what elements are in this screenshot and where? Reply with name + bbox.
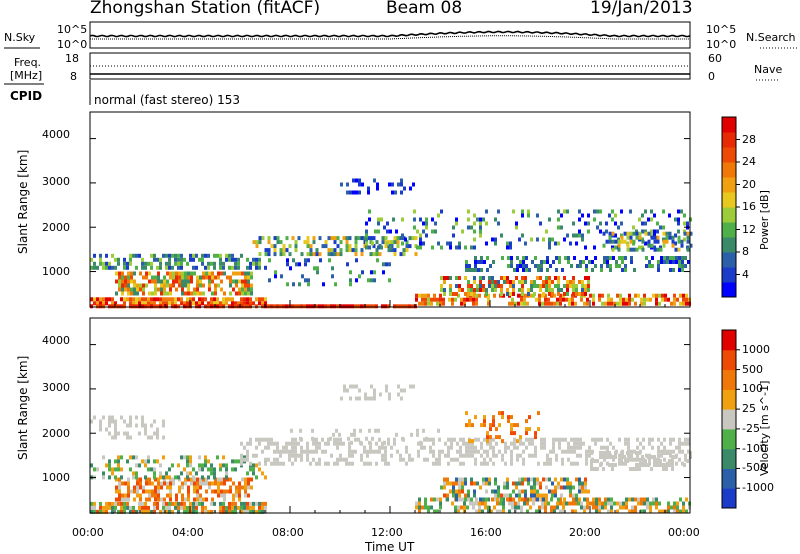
power-colorbar-tick-label-1: 8 [742, 245, 749, 258]
power-colorbar-swatch-5 [722, 207, 736, 223]
velocity-colorbar-swatch-1 [722, 468, 736, 489]
nsky-line [89, 30, 691, 38]
freq-tick-top: 18 [65, 52, 79, 65]
nave-label: Nave [754, 63, 783, 76]
xtick-2: 08:00 [272, 526, 304, 539]
power-colorbar-swatch-3 [722, 237, 736, 253]
power-ytick-3000: 3000 [42, 175, 70, 188]
power-colorbar-swatch-6 [722, 192, 736, 208]
velocity-colorbar-tick-label-4: -25 [742, 421, 760, 435]
velocity-colorbar-swatch-8 [722, 330, 736, 351]
velocity-panel-background [90, 318, 690, 513]
xtick-4: 16:00 [470, 526, 502, 539]
velocity-colorbar-tick-label-3: 25 [742, 402, 756, 416]
station-title: Zhongshan Station (fitACF) [90, 0, 321, 18]
velocity-ytick-2000: 2000 [42, 427, 70, 440]
velocity-colorbar-tick-label-5: -100 [742, 441, 767, 455]
xtick-5: 20:00 [569, 526, 601, 539]
velocity-ytick-3000: 3000 [42, 381, 70, 394]
velocity-colorbar-tick-label-2: 100 [742, 382, 763, 396]
beam-label: Beam 08 [386, 0, 463, 18]
power-colorbar-swatch-0 [722, 282, 736, 298]
velocity-colorbar-tick-label-7: -1000 [742, 481, 774, 495]
power-colorbar-swatch-2 [722, 252, 736, 268]
power-colorbar-tick-label-0: 4 [742, 267, 749, 281]
xlabel: Time UT [365, 540, 415, 554]
nave-tick-bottom: 0 [708, 70, 715, 83]
velocity-colorbar-swatch-7 [722, 349, 736, 371]
power-ytick-4000: 4000 [42, 128, 70, 141]
nsky-tick-bottom: 10^0 [57, 38, 88, 51]
velocity-colorbar-tick-label-1: 500 [742, 362, 763, 376]
velocity-colorbar-frame [721, 329, 737, 509]
nsearch-tick-bottom: 10^0 [706, 38, 737, 51]
nsky-label: N.Sky [4, 31, 36, 44]
xtick-1: 04:00 [172, 526, 204, 539]
freq-label-1: Freq. [14, 56, 42, 69]
power-colorbar-swatch-4 [722, 222, 736, 238]
velocity-colorbar-tick-label-0: 1000 [742, 342, 770, 356]
velocity-colorbar-tick-label-6: -500 [742, 461, 767, 475]
velocity-colorbar-swatch-5 [722, 389, 736, 410]
velocity-ylabel: Slant Range [km] [16, 355, 30, 460]
power-panel-cells [90, 178, 693, 309]
nave-tick-top: 60 [708, 52, 722, 65]
power-colorbar-tick-label-5: 24 [742, 155, 756, 168]
cpid-label: CPID [10, 89, 43, 103]
power-colorbar-label: Power [dB] [758, 190, 771, 250]
nsky-tick-top: 10^5 [57, 23, 88, 36]
power-colorbar-swatch-9 [722, 147, 736, 163]
nsearch-label: N.Search [746, 31, 796, 44]
power-colorbar-tick-label-6: 28 [742, 132, 756, 146]
velocity-colorbar-swatch-6 [722, 369, 736, 390]
xtick-6: 00:00 [668, 526, 700, 539]
nsearch-tick-top: 10^5 [706, 23, 737, 36]
velocity-colorbar-swatch-2 [722, 448, 736, 469]
power-colorbar-swatch-10 [722, 132, 736, 148]
nsearch-line [90, 35, 690, 40]
nsky-panel-frame [89, 21, 691, 49]
power-ylabel: Slant Range [km] [16, 149, 30, 254]
velocity-colorbar-swatch-3 [722, 428, 736, 450]
power-colorbar-swatch-1 [722, 267, 736, 283]
power-colorbar-swatch-11 [722, 117, 736, 133]
power-ytick-2000: 2000 [42, 221, 70, 234]
mode-label: normal (fast stereo) 153 [94, 93, 241, 107]
velocity-colorbar-swatch-4 [722, 409, 736, 430]
power-colorbar-tick-label-3: 16 [742, 200, 756, 213]
power-colorbar-swatch-7 [722, 177, 736, 193]
velocity-colorbar-swatch-0 [722, 488, 736, 509]
freq-tick-bottom: 8 [70, 70, 77, 83]
power-colorbar-tick-label-4: 20 [742, 177, 756, 191]
xtick-3: 12:00 [371, 526, 403, 539]
velocity-ytick-4000: 4000 [42, 334, 70, 347]
power-colorbar-tick-label-2: 12 [742, 222, 756, 236]
velocity-panel-cells [90, 384, 692, 514]
date-label: 19/Jan/2013 [590, 0, 693, 18]
freq-label-2: [MHz] [10, 69, 43, 82]
velocity-ytick-1000: 1000 [42, 471, 70, 484]
xtick-0: 00:00 [72, 526, 104, 539]
power-colorbar-swatch-8 [722, 162, 736, 178]
power-ytick-1000: 1000 [42, 265, 70, 278]
